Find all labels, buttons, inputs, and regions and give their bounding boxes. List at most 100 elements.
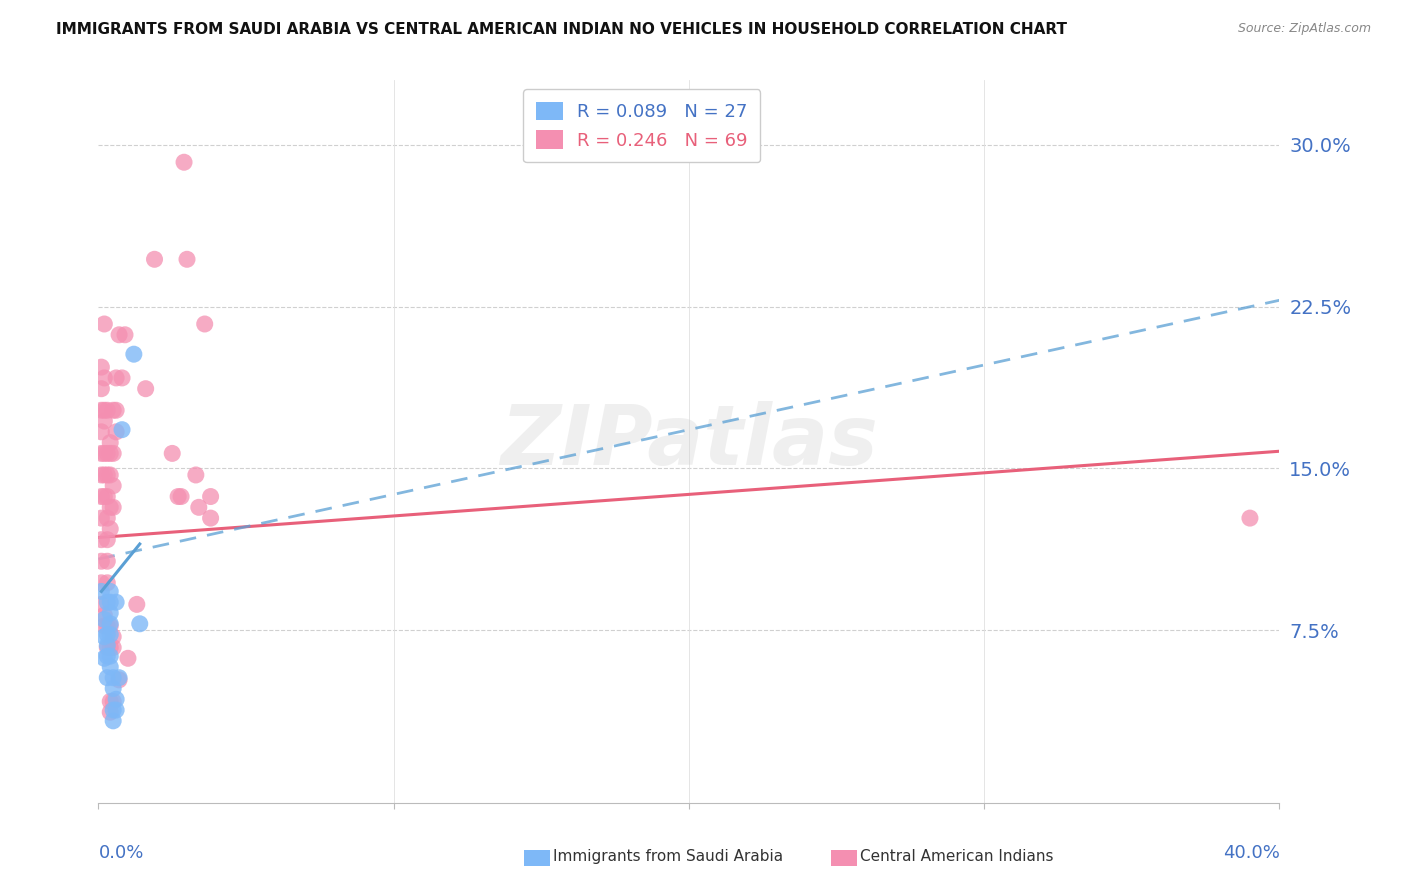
Point xyxy=(93,630,115,644)
Legend: R = 0.089   N = 27, R = 0.246   N = 69: R = 0.089 N = 27, R = 0.246 N = 69 xyxy=(523,89,761,162)
Point xyxy=(187,500,209,515)
Point xyxy=(93,490,115,504)
Point xyxy=(93,403,115,417)
Text: Immigrants from Saudi Arabia: Immigrants from Saudi Arabia xyxy=(553,849,783,863)
Point xyxy=(105,425,128,439)
Point xyxy=(93,414,115,428)
Point xyxy=(98,446,121,460)
Point xyxy=(98,616,121,631)
Point xyxy=(162,446,183,460)
Point xyxy=(90,554,112,568)
Point xyxy=(103,694,125,708)
Point xyxy=(96,490,118,504)
Point xyxy=(117,651,139,665)
Text: IMMIGRANTS FROM SAUDI ARABIA VS CENTRAL AMERICAN INDIAN NO VEHICLES IN HOUSEHOLD: IMMIGRANTS FROM SAUDI ARABIA VS CENTRAL … xyxy=(56,22,1067,37)
Point xyxy=(98,606,121,620)
Point xyxy=(125,598,148,612)
FancyBboxPatch shape xyxy=(523,850,550,865)
Point xyxy=(96,575,118,590)
Point xyxy=(98,705,121,719)
Point xyxy=(90,425,112,439)
Point xyxy=(90,584,112,599)
Point xyxy=(194,317,217,331)
Point xyxy=(103,500,125,515)
Point xyxy=(103,640,125,655)
Point xyxy=(103,446,125,460)
Point xyxy=(184,467,207,482)
Point xyxy=(103,681,125,696)
Point xyxy=(93,608,115,623)
Point xyxy=(200,511,222,525)
Point xyxy=(98,595,121,609)
Point xyxy=(1239,511,1261,525)
Point xyxy=(90,446,112,460)
Point xyxy=(105,371,128,385)
Point xyxy=(170,490,193,504)
Point xyxy=(93,619,115,633)
Point xyxy=(96,671,118,685)
Point xyxy=(98,649,121,664)
Text: 40.0%: 40.0% xyxy=(1223,845,1279,863)
Point xyxy=(105,703,128,717)
Point xyxy=(114,327,136,342)
Point xyxy=(96,403,118,417)
Point xyxy=(98,467,121,482)
Point xyxy=(167,490,190,504)
Point xyxy=(105,403,128,417)
Point xyxy=(96,554,118,568)
Point xyxy=(103,630,125,644)
Point xyxy=(98,640,121,655)
Point xyxy=(93,612,115,626)
FancyBboxPatch shape xyxy=(831,850,856,865)
Point xyxy=(173,155,195,169)
Point xyxy=(98,627,121,641)
Point xyxy=(103,714,125,728)
Point xyxy=(96,511,118,525)
Point xyxy=(96,533,118,547)
Point xyxy=(90,403,112,417)
Point xyxy=(103,479,125,493)
Text: 0.0%: 0.0% xyxy=(98,845,143,863)
Point xyxy=(96,619,118,633)
Point xyxy=(103,671,125,685)
Point xyxy=(128,616,150,631)
Point xyxy=(93,317,115,331)
Point xyxy=(96,638,118,652)
Point xyxy=(93,467,115,482)
Text: Central American Indians: Central American Indians xyxy=(860,849,1053,863)
Point xyxy=(122,347,145,361)
Point xyxy=(103,703,125,717)
Point xyxy=(90,467,112,482)
Point xyxy=(111,423,134,437)
Point xyxy=(96,640,118,655)
Point xyxy=(108,327,131,342)
Point xyxy=(96,446,118,460)
Point xyxy=(90,598,112,612)
Point xyxy=(98,619,121,633)
Text: ZIPatlas: ZIPatlas xyxy=(501,401,877,482)
Point xyxy=(98,694,121,708)
Point xyxy=(111,371,134,385)
Point xyxy=(103,403,125,417)
Point xyxy=(90,533,112,547)
Point xyxy=(108,673,131,687)
Point xyxy=(93,446,115,460)
Text: Source: ZipAtlas.com: Source: ZipAtlas.com xyxy=(1237,22,1371,36)
Point xyxy=(135,382,157,396)
Point xyxy=(96,627,118,641)
Point xyxy=(176,252,198,267)
Point xyxy=(96,467,118,482)
Point xyxy=(90,360,112,375)
Point xyxy=(93,371,115,385)
Point xyxy=(105,692,128,706)
Point xyxy=(98,584,121,599)
Point xyxy=(200,490,222,504)
Point xyxy=(90,382,112,396)
Point xyxy=(96,595,118,609)
Point xyxy=(98,435,121,450)
Point xyxy=(90,575,112,590)
Point xyxy=(96,649,118,664)
Point xyxy=(90,490,112,504)
Point xyxy=(93,651,115,665)
Point xyxy=(105,595,128,609)
